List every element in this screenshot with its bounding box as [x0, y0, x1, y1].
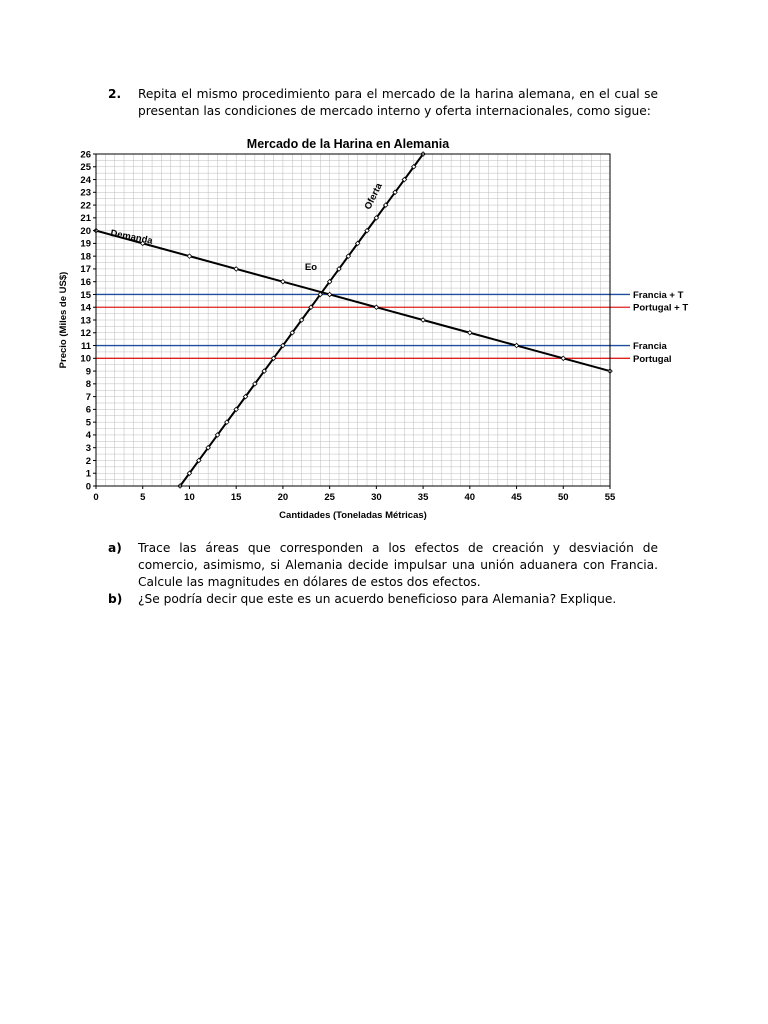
y-tick-label: 10	[80, 354, 91, 365]
y-tick-label: 5	[86, 417, 92, 428]
data-point	[354, 240, 361, 247]
data-point	[214, 432, 221, 438]
data-point	[326, 291, 333, 298]
x-tick-label: 50	[558, 492, 569, 503]
y-tick-label: 26	[80, 149, 91, 160]
data-point	[392, 189, 398, 196]
data-point	[317, 291, 324, 298]
question-number: 2.	[108, 87, 122, 101]
data-point	[513, 342, 520, 349]
y-tick-label: 21	[80, 213, 91, 224]
data-point	[467, 330, 473, 336]
data-point	[280, 342, 286, 349]
price-line-label: Francia	[633, 341, 668, 352]
data-point	[261, 368, 267, 374]
y-tick-label: 7	[86, 392, 91, 403]
part-b-text: ¿Se podría decir que este es un acuerdo …	[138, 592, 617, 606]
data-point	[205, 444, 211, 451]
question-2: 2. Repita el mismo procedimiento para el…	[108, 86, 658, 122]
y-tick-label: 23	[80, 188, 91, 199]
price-line-label: Portugal	[633, 354, 672, 365]
data-point	[420, 317, 426, 323]
x-tick-label: 40	[465, 492, 476, 503]
y-axis-label: Precio (Miles de US$)	[58, 272, 69, 369]
data-point	[410, 164, 417, 170]
y-tick-label: 2	[86, 456, 91, 467]
x-tick-label: 5	[140, 492, 146, 503]
y-tick-label: 13	[80, 315, 91, 326]
data-point	[186, 470, 193, 476]
part-a-label: a)	[108, 541, 122, 555]
data-point	[196, 457, 202, 464]
x-tick-label: 0	[93, 492, 98, 503]
y-tick-label: 18	[80, 251, 91, 262]
axis-ticks: 0123456789101112131415161718192021222324…	[80, 149, 616, 503]
chart-series	[93, 151, 613, 489]
data-point	[233, 406, 239, 413]
y-tick-label: 8	[86, 379, 91, 390]
y-tick-label: 14	[80, 303, 91, 314]
part-b-label: b)	[108, 592, 123, 606]
x-tick-label: 20	[278, 492, 289, 503]
y-tick-label: 24	[80, 175, 91, 186]
x-tick-label: 35	[418, 492, 429, 503]
price-line-label: Portugal + T	[633, 303, 688, 314]
price-line-label: Francia + T	[633, 290, 684, 301]
data-point	[382, 202, 389, 208]
data-point	[364, 227, 370, 234]
x-axis-label: Cantidades (Toneladas Métricas)	[279, 510, 427, 521]
part-a-text: Trace las áreas que corresponden a los e…	[138, 541, 658, 589]
series-line	[95, 229, 611, 373]
part-b: b) ¿Se podría decir que este es un acuer…	[108, 591, 658, 609]
data-point	[373, 304, 380, 310]
y-tick-label: 9	[86, 366, 91, 377]
y-tick-label: 6	[86, 405, 91, 416]
x-tick-label: 30	[371, 492, 382, 503]
data-point	[252, 381, 258, 387]
price-lines: Francia + T Portugal + T Francia Portugal	[96, 290, 688, 365]
data-point	[298, 317, 305, 323]
y-tick-label: 16	[80, 277, 91, 288]
y-tick-label: 0	[86, 481, 91, 492]
y-tick-label: 20	[80, 226, 91, 237]
data-point	[401, 176, 408, 183]
y-tick-label: 3	[86, 443, 91, 454]
x-tick-label: 45	[511, 492, 522, 503]
x-tick-label: 25	[324, 492, 335, 503]
data-point	[289, 330, 296, 336]
data-point	[560, 355, 567, 362]
x-tick-label: 10	[184, 492, 195, 503]
data-point	[308, 304, 314, 310]
data-point	[186, 253, 193, 259]
data-point	[345, 253, 352, 259]
flour-market-chart: Mercado de la Harina en Alemania Francia…	[58, 137, 688, 521]
y-tick-label: 12	[80, 328, 91, 339]
y-tick-label: 1	[86, 469, 92, 480]
y-tick-label: 15	[80, 290, 91, 301]
data-point	[139, 240, 146, 247]
data-point	[280, 278, 286, 285]
y-tick-label: 19	[80, 239, 91, 250]
data-point	[336, 266, 342, 272]
y-tick-label: 4	[86, 430, 92, 441]
question-text: Repita el mismo procedimiento para el me…	[138, 87, 658, 118]
data-point	[373, 215, 380, 221]
data-point	[224, 419, 230, 425]
part-a: a) Trace las áreas que corresponden a lo…	[108, 540, 658, 592]
y-tick-label: 22	[80, 200, 91, 211]
x-tick-label: 15	[231, 492, 242, 503]
data-point	[242, 393, 249, 400]
data-point	[233, 266, 239, 272]
y-tick-label: 17	[80, 264, 91, 275]
y-tick-label: 25	[80, 162, 91, 173]
y-tick-label: 11	[81, 341, 92, 352]
equilibrium-label: Eo	[305, 262, 317, 273]
data-point	[326, 278, 333, 285]
chart-title: Mercado de la Harina en Alemania	[247, 137, 450, 151]
chart-grid	[96, 154, 610, 486]
supply-curve-label: Oferta	[363, 181, 385, 212]
x-tick-label: 55	[605, 492, 616, 503]
data-point	[270, 355, 277, 362]
